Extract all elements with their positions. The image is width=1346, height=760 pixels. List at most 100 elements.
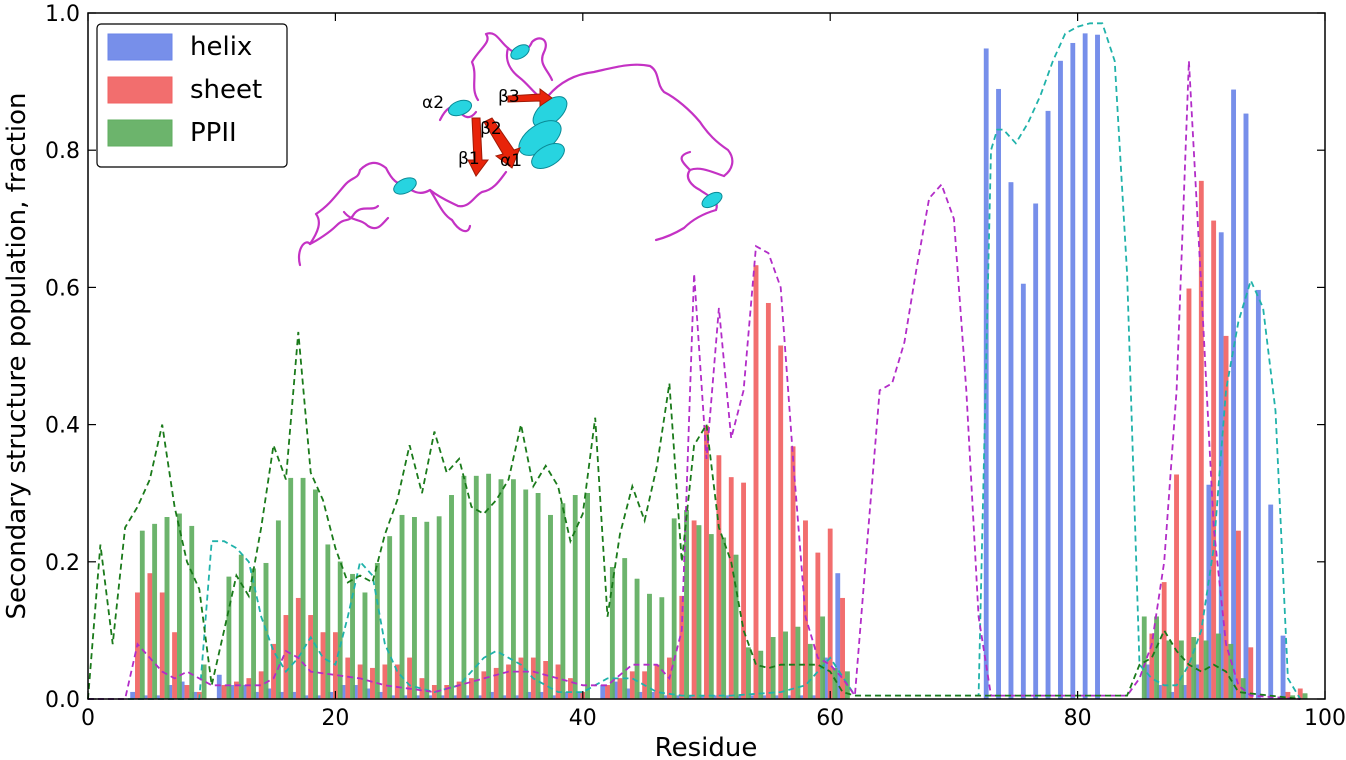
- sheet-bar: [555, 664, 561, 700]
- inset-label-alpha2: α2: [422, 93, 444, 113]
- ppii-bar: [449, 495, 454, 700]
- sheet-bar: [295, 597, 301, 700]
- sheet-bar: [605, 685, 610, 700]
- ppii-bar: [461, 475, 467, 700]
- x-tick-label: 40: [569, 706, 597, 731]
- ppii-bar: [238, 554, 244, 700]
- sheet-bar: [741, 482, 747, 700]
- sheet-bar: [1161, 582, 1167, 700]
- ppii-bar: [1166, 640, 1172, 700]
- ppii-bar: [1154, 616, 1160, 700]
- legend: helix sheet PPII: [96, 23, 288, 168]
- ppii-bar: [696, 525, 702, 700]
- ppii-bar: [288, 477, 294, 700]
- x-tick-label: 80: [1064, 706, 1092, 731]
- sheet-bar: [271, 643, 276, 700]
- dashed-line-layer: [87, 22, 1302, 700]
- sheet-bar: [840, 597, 845, 700]
- helix-bar: [1095, 34, 1100, 700]
- inset-label-beta2: β2: [480, 119, 502, 139]
- ppii-bar: [387, 536, 393, 700]
- ppii-bar: [647, 593, 652, 700]
- y-tick-label: 0.6: [45, 276, 80, 301]
- sheet-bar: [172, 632, 177, 700]
- ppii-bar: [412, 517, 417, 700]
- ppii-bar: [671, 518, 677, 700]
- ppii-bar: [152, 523, 158, 700]
- helix-bar: [996, 88, 1001, 700]
- ppii-bar: [820, 616, 826, 700]
- ppii-bar: [1302, 693, 1308, 700]
- ppii-bar: [758, 650, 764, 700]
- inset-label-beta1: β1: [458, 149, 480, 169]
- sheet-bar: [345, 657, 351, 700]
- sheet-bar: [1248, 647, 1254, 700]
- legend-swatch-sheet: [107, 76, 173, 104]
- ppii-bar: [746, 647, 751, 700]
- sheet-bar: [765, 302, 771, 700]
- ppii-bar: [498, 479, 504, 700]
- sheet-bar: [481, 671, 487, 700]
- x-tick-label: 60: [816, 706, 844, 731]
- ppii-bar: [510, 479, 516, 700]
- helix-bar: [1045, 110, 1051, 700]
- x-axis-label: Residue: [655, 733, 758, 760]
- sheet-bar: [382, 664, 388, 700]
- sheet-bar: [444, 685, 450, 700]
- ppii-bar: [399, 514, 405, 700]
- x-tick-label: 0: [81, 706, 95, 731]
- ppii-bar: [1191, 637, 1197, 700]
- helix-bar: [1082, 33, 1088, 700]
- helix-bar: [1008, 182, 1014, 700]
- sheet-bar: [716, 455, 722, 700]
- helix-bar: [1243, 113, 1249, 700]
- ppii-bar: [560, 503, 566, 700]
- sheet-bar: [357, 664, 363, 700]
- x-tick-label: 20: [321, 706, 349, 731]
- helix-bar: [1070, 42, 1076, 700]
- sheet-bar: [691, 520, 697, 700]
- sheet-bar: [333, 632, 338, 700]
- sheet-bar: [246, 678, 252, 700]
- helix-bar: [1020, 283, 1026, 700]
- sheet-bar: [221, 685, 227, 700]
- inset-label-beta3: β3: [498, 87, 520, 107]
- sheet-bar: [629, 671, 635, 700]
- sheet-bar: [654, 664, 660, 700]
- plot-frame: [87, 12, 1326, 700]
- ppii-bar: [201, 664, 207, 700]
- helix-bar: [216, 674, 222, 700]
- ppii-bar: [585, 493, 591, 700]
- inset-label-alpha1: α1: [500, 151, 522, 171]
- ppii-bar: [721, 537, 727, 700]
- legend-label-helix: helix: [190, 32, 252, 62]
- ppii-bar: [486, 473, 492, 700]
- protein-structure-inset: α2 β3 β2 β1 α1: [297, 32, 734, 267]
- ppii-bar: [1178, 640, 1184, 700]
- ppii-bar: [325, 544, 331, 700]
- sheet-bar: [753, 265, 759, 700]
- helix-bar: [1255, 289, 1261, 700]
- ppii-bar: [226, 576, 232, 700]
- ppii-bar: [535, 493, 541, 700]
- ppii-bar: [1141, 616, 1147, 700]
- dashed-line-1: [88, 22, 1302, 700]
- sheet-bar: [617, 678, 623, 700]
- sheet-bar: [543, 661, 549, 700]
- sheet-bar: [184, 685, 190, 700]
- ppii-bar: [424, 521, 430, 700]
- y-tick-label: 1.0: [45, 2, 80, 27]
- sheet-bar: [1186, 288, 1192, 700]
- dashed-line-2: [88, 60, 1301, 700]
- sheet-bar: [370, 667, 375, 700]
- helix-bar: [1268, 504, 1274, 700]
- helix-bar: [1058, 60, 1063, 700]
- y-axis: 0.0 0.2 0.4 0.6 0.8 1.0: [45, 2, 1325, 713]
- ppii-bar: [313, 489, 318, 700]
- ppii-bar: [436, 516, 442, 700]
- ppii-bar: [832, 667, 838, 700]
- y-tick-label: 0.2: [45, 551, 80, 576]
- ppii-bar: [795, 626, 801, 700]
- ppii-bar: [263, 562, 269, 700]
